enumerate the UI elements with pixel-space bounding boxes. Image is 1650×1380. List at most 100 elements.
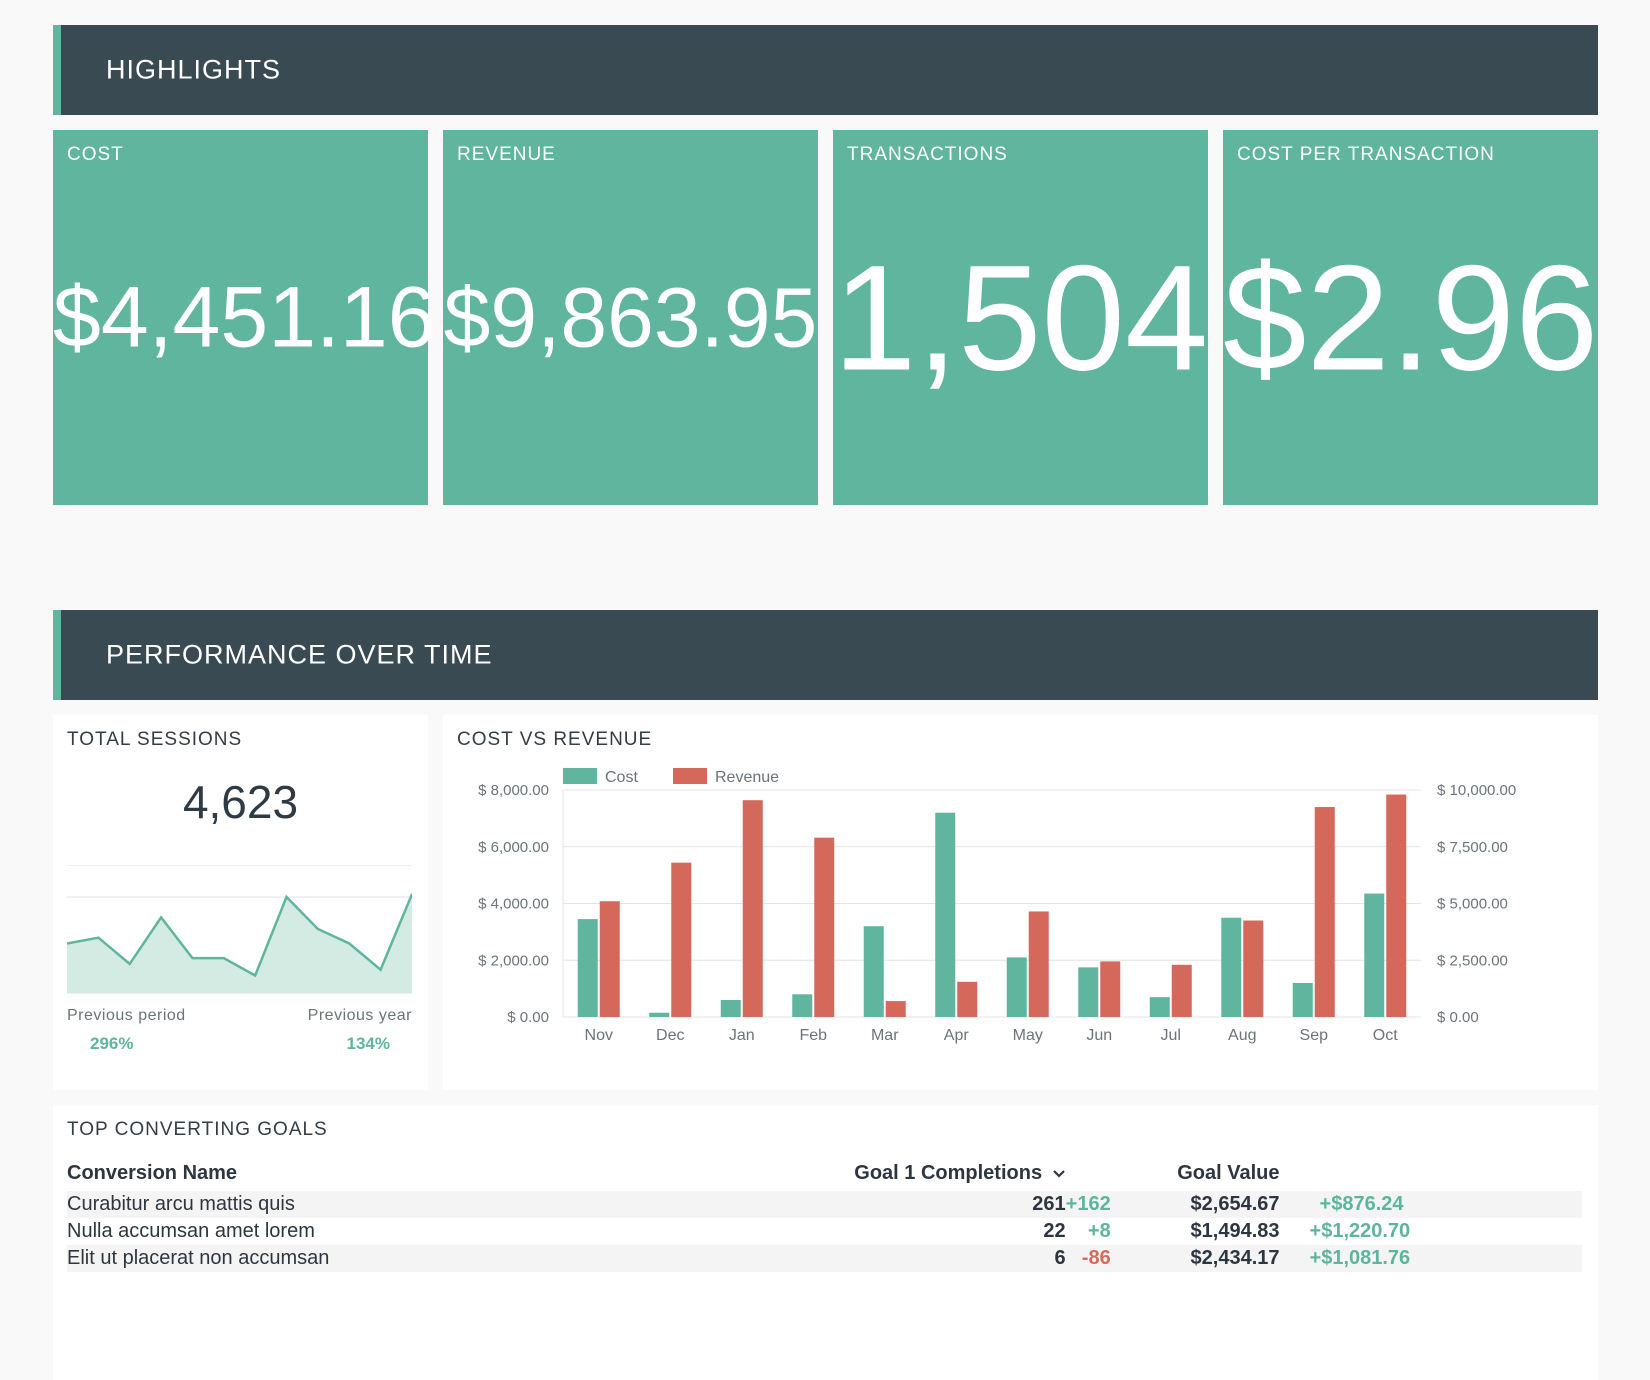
right-axis-tick-label: $ 10,000.00 — [1437, 782, 1516, 799]
kpi-revenue-value: $9,863.95 — [443, 270, 818, 364]
goal-value: $2,654.67 — [1110, 1191, 1280, 1218]
left-axis-tick-label: $ 6,000.00 — [478, 839, 549, 856]
x-axis-tick-label: Feb — [799, 1027, 827, 1044]
table-row: Nulla accumsan amet lorem 22 +8 $1,494.8… — [67, 1218, 1582, 1245]
performance-title: PERFORMANCE OVER TIME — [106, 639, 493, 670]
goal-completions: 6 — [817, 1245, 1066, 1272]
bar-cost — [1078, 967, 1099, 1017]
bar-revenue — [1243, 920, 1264, 1017]
bar-cost — [1006, 957, 1027, 1017]
bar-cost — [577, 919, 598, 1017]
kpi-cost-value: $4,451.16 — [53, 269, 436, 365]
cost-vs-revenue-chart: $ 0.00 $ 0.00 $ 2,000.00 $ 2,500.00 $ 4,000.… — [478, 768, 1516, 1044]
prev-year-label: Previous year — [307, 1007, 412, 1024]
bar-revenue — [1100, 961, 1121, 1017]
sessions-title: TOTAL SESSIONS — [67, 729, 243, 750]
x-axis-tick-label: Oct — [1373, 1027, 1398, 1044]
performance-header: PERFORMANCE OVER TIME — [53, 610, 1598, 700]
bar-revenue — [1314, 807, 1335, 1017]
sessions-panel: TOTAL SESSIONS 4,623 Previous period Pre… — [53, 715, 428, 1090]
legend-label-revenue: Revenue — [715, 769, 779, 786]
kpi-transactions-label: TRANSACTIONS — [847, 144, 1008, 165]
goal-completions-delta: +162 — [1065, 1191, 1111, 1218]
col-conversion-name[interactable]: Conversion Name — [67, 1161, 238, 1184]
x-axis-tick-label: Apr — [944, 1027, 970, 1044]
bar-cost — [792, 994, 813, 1017]
goal-completions: 261 — [817, 1191, 1066, 1218]
col-spacer-2 — [1280, 1155, 1582, 1191]
sessions-value: 4,623 — [182, 776, 299, 828]
col-spacer — [1066, 1155, 1111, 1191]
goal-value-delta: +$1,220.70 — [1309, 1220, 1411, 1242]
bar-cost — [935, 812, 956, 1017]
bar-cost — [1149, 997, 1170, 1017]
bar-revenue — [957, 981, 978, 1017]
goal-value-delta: +$1,081.76 — [1279, 1245, 1582, 1272]
bar-revenue — [1386, 794, 1407, 1017]
goal-completions-delta: +8 — [1087, 1220, 1111, 1242]
prev-year-value: 134% — [346, 1034, 390, 1053]
cost-vs-revenue-panel: COST VS REVENUE $ 0.00 $ 0.00 $ 2,000.00 $ … — [443, 715, 1598, 1090]
bar-revenue — [599, 901, 620, 1017]
right-axis-tick-label: $ 5,000.00 — [1437, 896, 1508, 913]
x-axis-tick-label: Jun — [1086, 1027, 1112, 1044]
bar-cost — [649, 1012, 670, 1017]
goal-name: Elit ut placerat non accumsan — [67, 1245, 818, 1272]
x-axis-tick-label: Jul — [1161, 1027, 1181, 1044]
sessions-sparkline — [67, 865, 412, 994]
cost-vs-revenue-title: COST VS REVENUE — [457, 729, 653, 750]
x-axis-tick-label: Mar — [871, 1027, 899, 1044]
prev-period-value: 296% — [90, 1034, 134, 1053]
prev-period-label: Previous period — [67, 1007, 186, 1024]
bar-revenue — [1028, 911, 1049, 1017]
kpi-revenue: REVENUE $9,863.95 — [443, 130, 818, 505]
spark-line — [67, 893, 412, 978]
left-axis-tick-label: $ 8,000.00 — [478, 782, 549, 799]
goal-completions-delta: -86 — [1065, 1245, 1111, 1272]
col-goal-value[interactable]: Goal Value — [1177, 1161, 1280, 1184]
right-axis-tick-label: $ 7,500.00 — [1437, 839, 1508, 856]
goals-title: TOP CONVERTING GOALS — [67, 1119, 328, 1140]
bar-revenue — [671, 862, 692, 1017]
bar-cost — [1364, 893, 1385, 1017]
bar-revenue — [814, 837, 835, 1017]
col-goal-completions-label: Goal 1 Completions — [854, 1161, 1043, 1184]
kpi-cost: COST $4,451.16 — [53, 130, 436, 505]
table-row: Elit ut placerat non accumsan 6 -86 $2,4… — [67, 1245, 1582, 1272]
kpi-revenue-label: REVENUE — [457, 144, 556, 165]
bar-cost — [863, 926, 884, 1017]
highlights-title: HIGHLIGHTS — [106, 54, 282, 85]
x-axis-tick-label: Aug — [1228, 1027, 1256, 1044]
table-row: Curabitur arcu mattis quis 261 +162 $2,6… — [67, 1191, 1582, 1218]
goal-completions: 22 — [1043, 1220, 1066, 1242]
x-axis-tick-label: Jan — [729, 1027, 755, 1044]
left-axis-tick-label: $ 0.00 — [507, 1009, 549, 1026]
col-goal-completions[interactable]: Goal 1 Completions — [818, 1155, 1066, 1191]
kpi-cpt-label: COST PER TRANSACTION — [1237, 144, 1495, 165]
kpi-cpt-value: $2.96 — [1223, 233, 1599, 401]
goals-panel: TOP CONVERTING GOALS Conversion Name Goa… — [53, 1105, 1598, 1380]
bar-cost — [1292, 982, 1313, 1017]
goals-header-row: Conversion Name Goal 1 Completions Goal … — [67, 1155, 1582, 1191]
legend-label-cost: Cost — [605, 769, 638, 786]
legend-swatch-cost — [563, 768, 597, 784]
bar-cost — [1221, 917, 1242, 1017]
bar-revenue — [885, 1001, 906, 1017]
bar-revenue — [1171, 964, 1192, 1017]
goal-name: Nulla accumsan amet lorem — [67, 1220, 315, 1242]
kpi-transactions: TRANSACTIONS 1,504 — [833, 130, 1208, 505]
highlights-header: HIGHLIGHTS — [53, 25, 1598, 115]
legend-swatch-revenue — [673, 768, 707, 784]
x-axis-tick-label: Sep — [1300, 1027, 1329, 1044]
right-axis-tick-label: $ 0.00 — [1437, 1009, 1479, 1026]
right-axis-tick-label: $ 2,500.00 — [1437, 952, 1508, 969]
goal-value: $1,494.83 — [1190, 1220, 1280, 1242]
goal-value-delta: +$876.24 — [1279, 1191, 1582, 1218]
left-axis-tick-label: $ 2,000.00 — [478, 952, 549, 969]
x-axis-tick-label: May — [1013, 1027, 1043, 1044]
x-axis-tick-label: Nov — [585, 1027, 613, 1044]
spark-area — [67, 894, 412, 993]
bar-revenue — [742, 800, 763, 1017]
bar-cost — [720, 999, 741, 1017]
goals-table: Conversion Name Goal 1 Completions Goal … — [67, 1155, 1582, 1272]
